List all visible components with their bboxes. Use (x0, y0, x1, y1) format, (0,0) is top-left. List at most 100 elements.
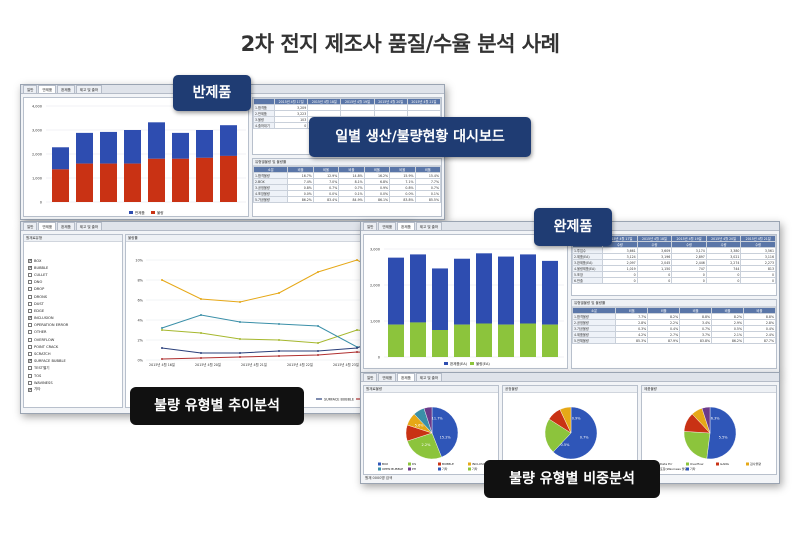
defect-type-checkbox-item[interactable]: DUST (28, 300, 120, 307)
legend-defect-label: 불량 (157, 210, 164, 215)
y-tick-label: 3,000 (370, 248, 380, 252)
defect-type-checkbox-item[interactable]: OTHER (28, 329, 120, 336)
tab-finished-product[interactable]: 완제품 (397, 222, 415, 230)
checkbox[interactable] (28, 272, 32, 277)
checkbox[interactable] (28, 344, 32, 349)
defect-type-checkbox-item[interactable]: INCLUSION (28, 315, 120, 322)
checkbox[interactable] (28, 366, 32, 371)
legend-swatch (746, 462, 749, 466)
tab-semi-product[interactable]: 반제품 (378, 373, 397, 381)
legend-label: GANG (720, 462, 730, 466)
legend-label: BOX (382, 462, 388, 466)
pie-slice-label: 11.7% (432, 417, 444, 421)
tab-general[interactable]: 일반 (363, 222, 378, 230)
tab-semi-product[interactable]: 반제품 (378, 222, 397, 230)
pie-slice (683, 431, 711, 460)
tab-inventory[interactable]: 제고 및 출하 (415, 222, 443, 230)
panel-caption: 공정불량 (503, 386, 637, 393)
y-tick-label: 2% (137, 339, 143, 343)
checkbox[interactable] (28, 287, 32, 292)
checkbox[interactable] (28, 265, 33, 271)
checkbox[interactable] (28, 315, 33, 321)
defect-type-checkbox-item[interactable]: DRONS (28, 293, 120, 300)
checkbox[interactable] (28, 323, 32, 328)
series-point (200, 352, 202, 354)
defect-type-checkbox-item[interactable]: DROP (28, 286, 120, 293)
series-point (200, 332, 202, 334)
tab-inventory[interactable]: 제고 및 출하 (415, 373, 443, 381)
table-header: 2015년 4월 17일 (274, 98, 309, 105)
checkbox-label: DNO (34, 280, 43, 285)
tab-finished-product[interactable]: 완제품 (397, 373, 415, 381)
defect-type-checkbox-item[interactable]: BOX (28, 257, 120, 264)
checkbox[interactable] (28, 337, 32, 342)
legend-swatch (468, 467, 471, 471)
checkbox-label: CULLET (34, 272, 48, 277)
tab-general[interactable]: 일반 (23, 222, 38, 230)
checkbox-label: TOS (34, 373, 42, 378)
checkbox[interactable] (28, 308, 32, 313)
table-header: 2015년 4월 18일 (307, 98, 342, 105)
tab-finished-product[interactable]: 완제품 (57, 222, 75, 230)
pie-slice (559, 406, 572, 434)
defect-type-checkbox-item[interactable]: BUBBLE (28, 264, 120, 271)
checkbox[interactable] (28, 330, 32, 335)
table-row: 6.반출 0 0 0 0 0 (572, 277, 776, 284)
panel-caption: 유형별불량 및 불량률 (572, 300, 776, 307)
defect-type-checkbox-item[interactable]: 기타 (28, 386, 120, 393)
checkbox[interactable] (28, 358, 33, 364)
bar-defect (148, 158, 165, 202)
series-point (161, 329, 163, 331)
callout-defect-ratio: 불량 유형별 비중분석 (484, 460, 660, 498)
defect-type-checkbox-item[interactable]: DNO (28, 279, 120, 286)
bar-defect (76, 163, 93, 202)
defect-type-checkbox-item[interactable]: OPERATION ERROR (28, 322, 120, 329)
y-tick-label: 6% (137, 299, 143, 303)
window-tab-bar: 일반 반제품 완제품 제고 및 출하 (21, 222, 411, 231)
defect-type-checkbox-item[interactable]: TEST별기 (28, 365, 120, 372)
checkbox[interactable] (28, 373, 32, 378)
checkbox[interactable] (28, 380, 32, 385)
bar-semi (124, 130, 141, 164)
checkbox[interactable] (28, 301, 32, 306)
bar-semi (172, 132, 189, 159)
x-tick-label: 2015년 4월 20일 (195, 362, 221, 367)
y-tick-label: 2,000 (370, 284, 380, 288)
table-header: 2015년 4월 20일 (705, 235, 742, 242)
checkbox-label: DUST (34, 301, 44, 306)
pie-slice-label: 0.9% (572, 417, 582, 421)
series-point (317, 325, 319, 327)
table-header: 2015년 4월 18일 (636, 235, 673, 242)
tab-inventory[interactable]: 제고 및 출하 (75, 85, 103, 93)
tab-inventory[interactable]: 제고 및 출하 (75, 222, 103, 230)
bar-defect (432, 330, 448, 357)
legend-label: SURFACE BUBBLE (324, 398, 354, 402)
defect-type-checkbox-item[interactable]: CULLET (28, 271, 120, 278)
checkbox[interactable] (28, 258, 33, 264)
checkbox[interactable] (28, 294, 32, 299)
defect-type-checkbox-item[interactable]: TOS (28, 372, 120, 379)
pie-slice (544, 418, 572, 453)
defect-type-checkbox-item[interactable]: SCRATCH (28, 350, 120, 357)
tab-finished-product[interactable]: 완제품 (57, 85, 75, 93)
defect-type-checklist: BOX BUBBLE CULLET DNO DROP DRONS DUST EDGE INCLU… (28, 257, 120, 394)
tab-general[interactable]: 일반 (363, 373, 378, 381)
checkbox[interactable] (28, 387, 33, 393)
checkbox-label: SCRATCH (34, 352, 51, 357)
pie-slice-label: 15.2% (440, 436, 452, 440)
defect-type-checkbox-item[interactable]: EDGE (28, 307, 120, 314)
checkbox[interactable] (28, 280, 32, 285)
x-tick-label: 2015년 4월 21일 (241, 362, 267, 367)
defect-type-checkbox-item[interactable]: WAVINESS (28, 379, 120, 386)
pie-slice-label: 2.2% (422, 443, 432, 447)
checkbox-label: OTHER (34, 330, 47, 335)
defect-type-checkbox-item[interactable]: SURFACE BUBBLE (28, 358, 120, 365)
tab-general[interactable]: 일반 (23, 85, 38, 93)
bar-finished (476, 253, 492, 324)
checkbox[interactable] (28, 352, 32, 357)
panel-caption: 불량률 (126, 235, 408, 242)
defect-type-checkbox-item[interactable]: OVERFLOW (28, 336, 120, 343)
defect-type-checkbox-item[interactable]: POINT CRACK (28, 343, 120, 350)
tab-semi-product[interactable]: 반제품 (38, 85, 57, 93)
tab-semi-product[interactable]: 반제품 (38, 222, 57, 230)
